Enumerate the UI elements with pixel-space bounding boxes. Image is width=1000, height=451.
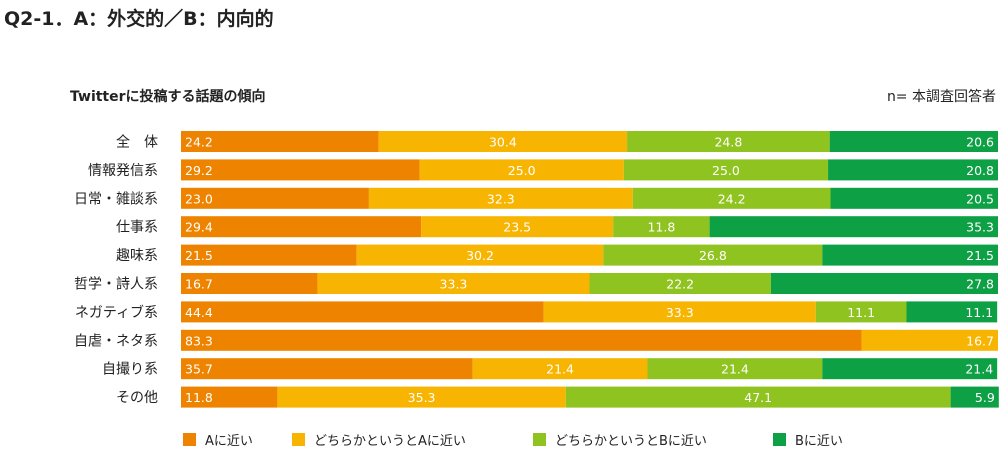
category-label: 全 体 [116,134,158,151]
data-label: 5.9 [975,390,995,405]
legend-label: どちらかというとBに近い [555,434,707,449]
bar-segment [623,159,829,181]
data-label: 23.0 [185,191,213,206]
data-label: 20.5 [966,191,994,206]
data-label: 44.4 [185,305,213,320]
bar-segment [181,216,422,238]
data-label: 32.3 [487,191,515,206]
bar-segment [181,159,420,181]
legend-swatch [773,433,786,446]
bar-segment [181,273,318,294]
category-label: 仕事系 [116,220,158,236]
bar-segment [828,159,998,181]
data-label: 29.4 [185,220,213,235]
bar-segment [181,301,544,323]
data-label: 24.2 [185,135,213,150]
data-label: 11.8 [185,390,213,405]
data-label: 24.2 [718,191,746,206]
bar-segment [603,244,823,266]
bar-segment [181,358,473,380]
data-label: 21.5 [966,248,994,263]
bar-segment [861,329,998,351]
bar-segment [277,386,566,408]
bar-segment [589,273,771,294]
bar-segment [378,131,628,152]
data-label: 27.8 [966,277,994,292]
legend-swatch [533,433,546,446]
data-label: 11.1 [847,305,875,320]
category-label: 情報発信系 [88,163,158,179]
bar-segment [906,301,998,323]
category-label: 自虐・ネタ系 [74,333,158,349]
data-label: 25.0 [712,163,740,178]
bar-segment [829,131,998,152]
bar-segment [632,187,831,209]
legend-label: Bに近い [795,434,843,449]
bar-segment [647,358,823,380]
data-label: 35.3 [966,220,994,235]
category-label: 自撮り系 [102,361,158,378]
legend-label: どちらかというとAに近い [314,434,466,449]
data-label: 16.7 [185,277,213,292]
bar-segment [368,187,633,209]
page-title: Q2-1．A：外交的／B：内向的 [4,8,274,30]
category-label: 趣味系 [116,248,158,264]
legend-label: Aに近い [205,434,253,449]
data-label: 83.3 [185,333,213,348]
category-label: 日常・雑談系 [74,191,158,207]
chart-title: Twitterに投稿する話題の傾向 [70,89,266,105]
bar-segment [181,131,379,152]
bar-segment [472,358,648,380]
data-label: 25.0 [508,163,536,178]
bar-segment [613,216,710,238]
data-label: 11.8 [647,220,675,235]
category-label: 哲学・詩人系 [74,277,158,293]
data-label: 20.8 [966,163,994,178]
data-label: 29.2 [185,163,213,178]
category-label: ネガティブ系 [75,304,158,321]
data-label: 33.3 [666,305,694,320]
data-label: 21.5 [185,248,213,263]
bar-segment [822,358,998,380]
bar-segment [822,244,998,266]
category-label: その他 [116,390,158,406]
bar-segment [181,244,357,266]
data-label: 30.4 [489,135,517,150]
bar-segment [815,301,907,323]
bar-segment [627,131,830,152]
data-label: 21.4 [965,362,993,377]
bar-segment [421,216,614,238]
bar-segment [950,386,999,408]
bar-segment [565,386,951,408]
bar-segment [181,386,278,408]
bar-segment [709,216,998,238]
bar-segment [830,187,998,209]
data-label: 30.2 [466,248,494,263]
data-label: 21.4 [721,362,749,377]
sample-note: n= 本調査回答者 [886,89,996,105]
legend-swatch [292,433,305,446]
bar-segment [770,273,998,294]
bar-segment [317,273,590,294]
data-label: 33.3 [440,277,468,292]
legend-swatch [183,433,196,446]
data-label: 21.4 [546,362,574,377]
data-label: 11.1 [965,305,993,320]
data-label: 47.1 [744,390,772,405]
bar-segment [419,159,624,181]
bar-segment [181,329,862,351]
data-label: 24.8 [714,135,742,150]
bar-segment [181,187,369,209]
data-label: 26.8 [699,248,727,263]
data-label: 20.6 [966,135,994,150]
data-label: 22.2 [666,277,694,292]
data-label: 16.7 [966,333,994,348]
bar-segment [356,244,604,266]
bar-segment [543,301,816,323]
data-label: 35.3 [408,390,436,405]
data-label: 23.5 [503,220,531,235]
data-label: 35.7 [185,362,213,377]
